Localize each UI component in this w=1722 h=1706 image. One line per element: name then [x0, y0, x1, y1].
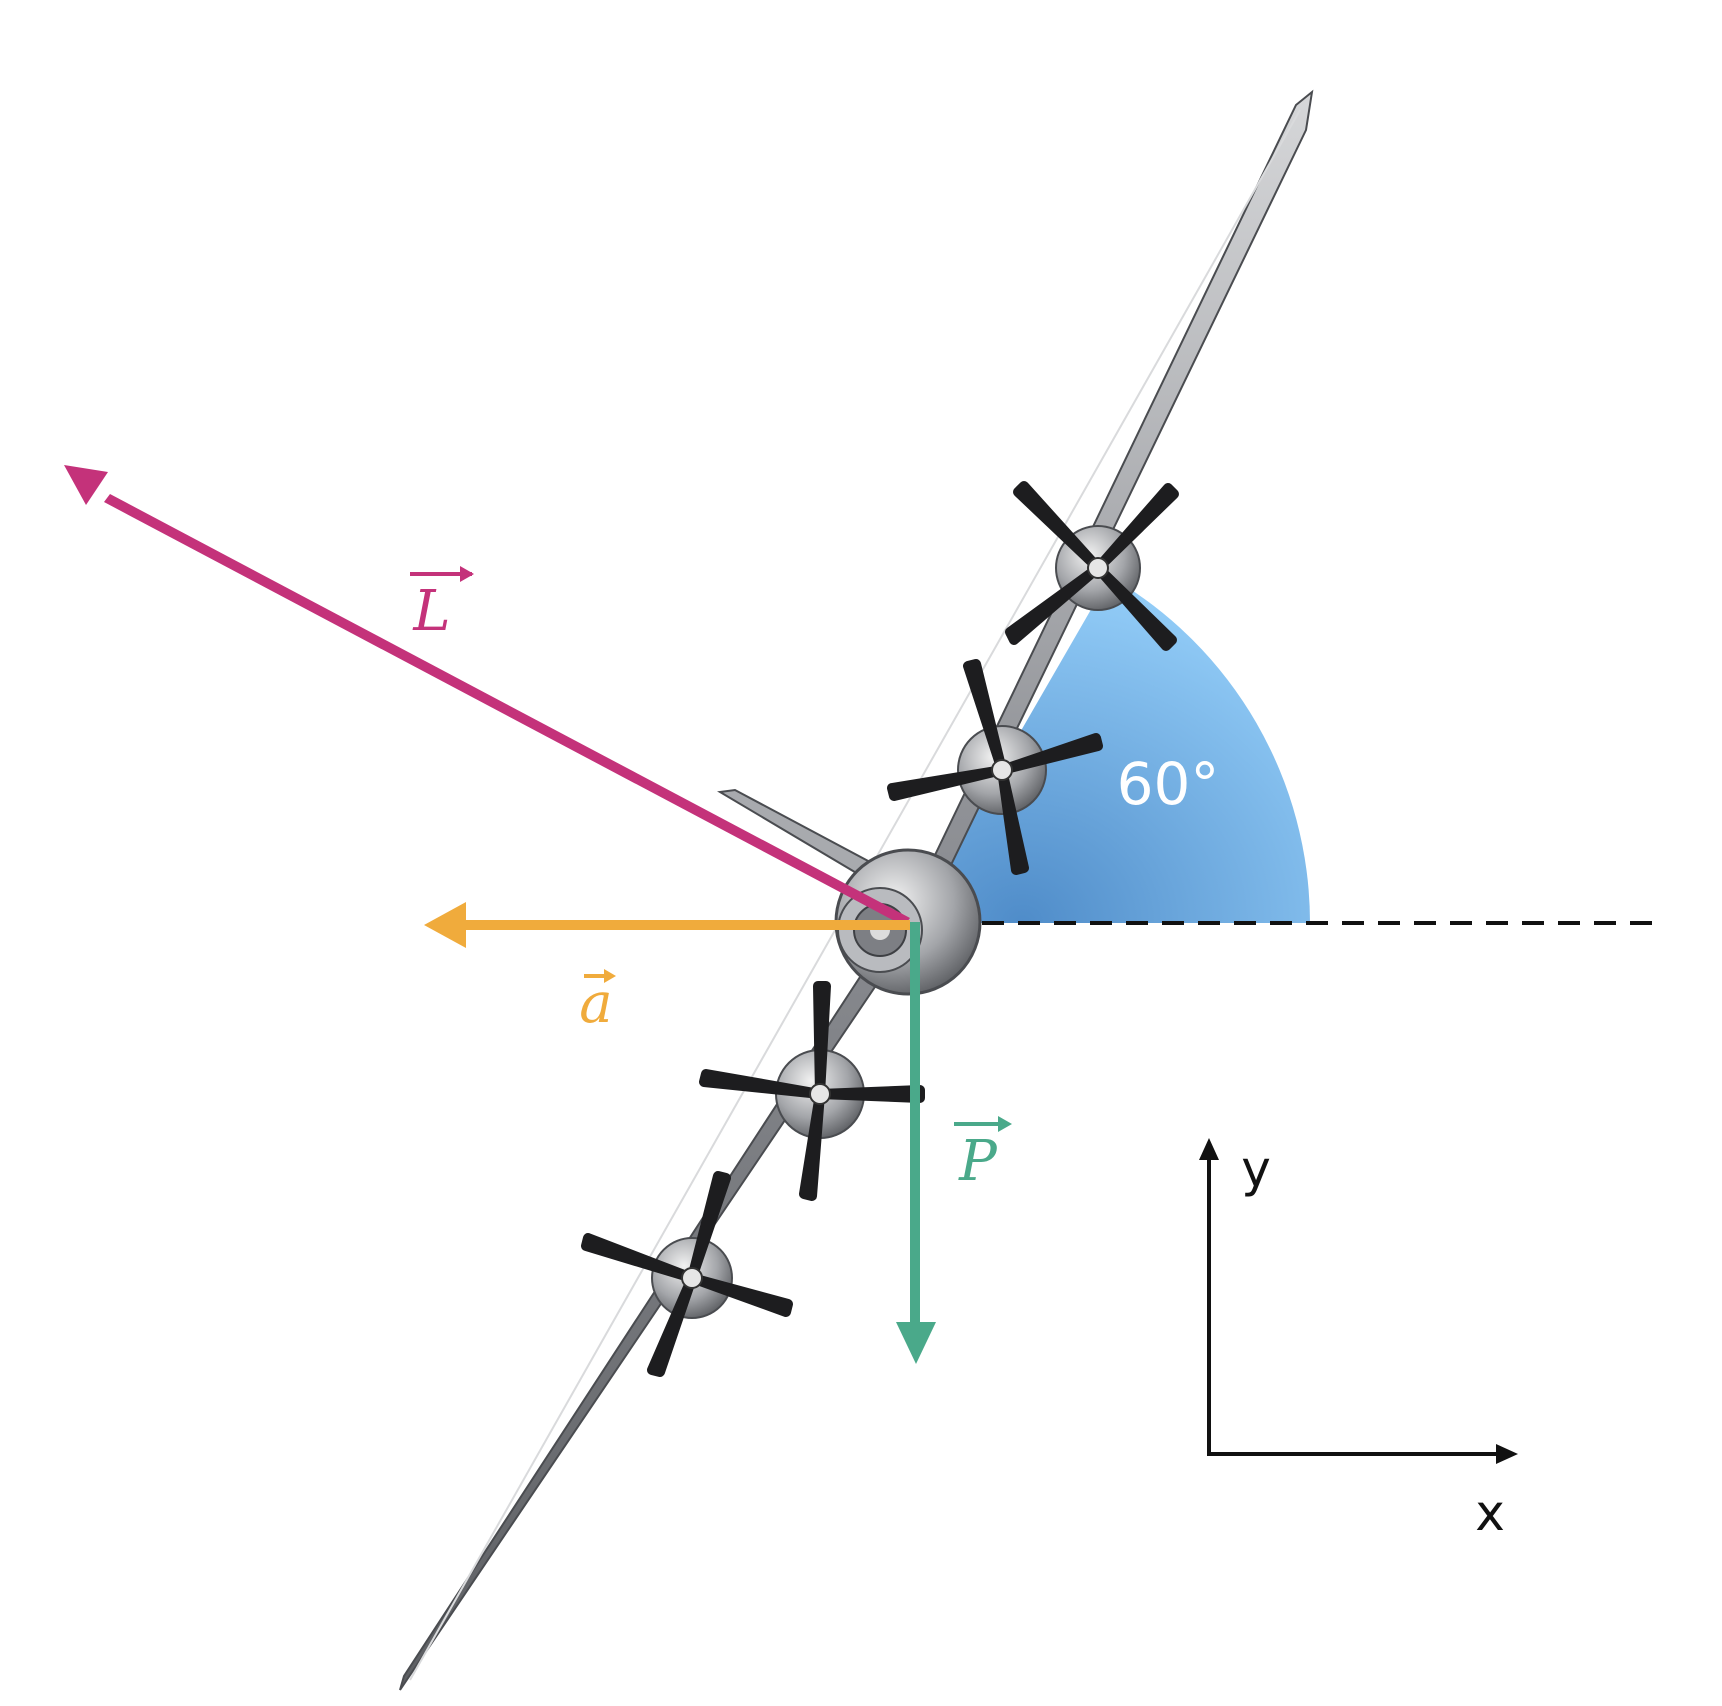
engine-lower-inner — [699, 981, 925, 1201]
lift-vector-label: L — [412, 579, 450, 644]
y-axis-arrowhead — [1199, 1138, 1219, 1160]
engine-lower-outer — [581, 1171, 793, 1377]
weight-vector-label: P — [958, 1129, 998, 1194]
angle-label: 60° — [1117, 750, 1220, 818]
x-axis-arrowhead — [1496, 1444, 1518, 1464]
engine-upper-inner — [887, 659, 1103, 875]
acceleration-vector-line — [460, 920, 910, 930]
coordinate-axes: y x — [1199, 1138, 1518, 1542]
weight-vector: P — [896, 922, 1012, 1364]
acceleration-vector: a — [424, 902, 910, 1036]
lift-vector: L — [64, 465, 910, 926]
airplane-wing — [399, 89, 1314, 1691]
weight-vector-line — [910, 922, 920, 1326]
acceleration-vector-label: a — [579, 971, 612, 1036]
x-axis-label: x — [1475, 1484, 1505, 1542]
y-axis-label: y — [1241, 1140, 1271, 1198]
engine-upper-outer — [1005, 481, 1179, 651]
lift-vector-line — [104, 494, 910, 926]
lift-vector-arrowhead — [64, 465, 108, 505]
acceleration-vector-arrowhead — [424, 902, 466, 948]
weight-vector-arrowhead — [896, 1322, 936, 1364]
